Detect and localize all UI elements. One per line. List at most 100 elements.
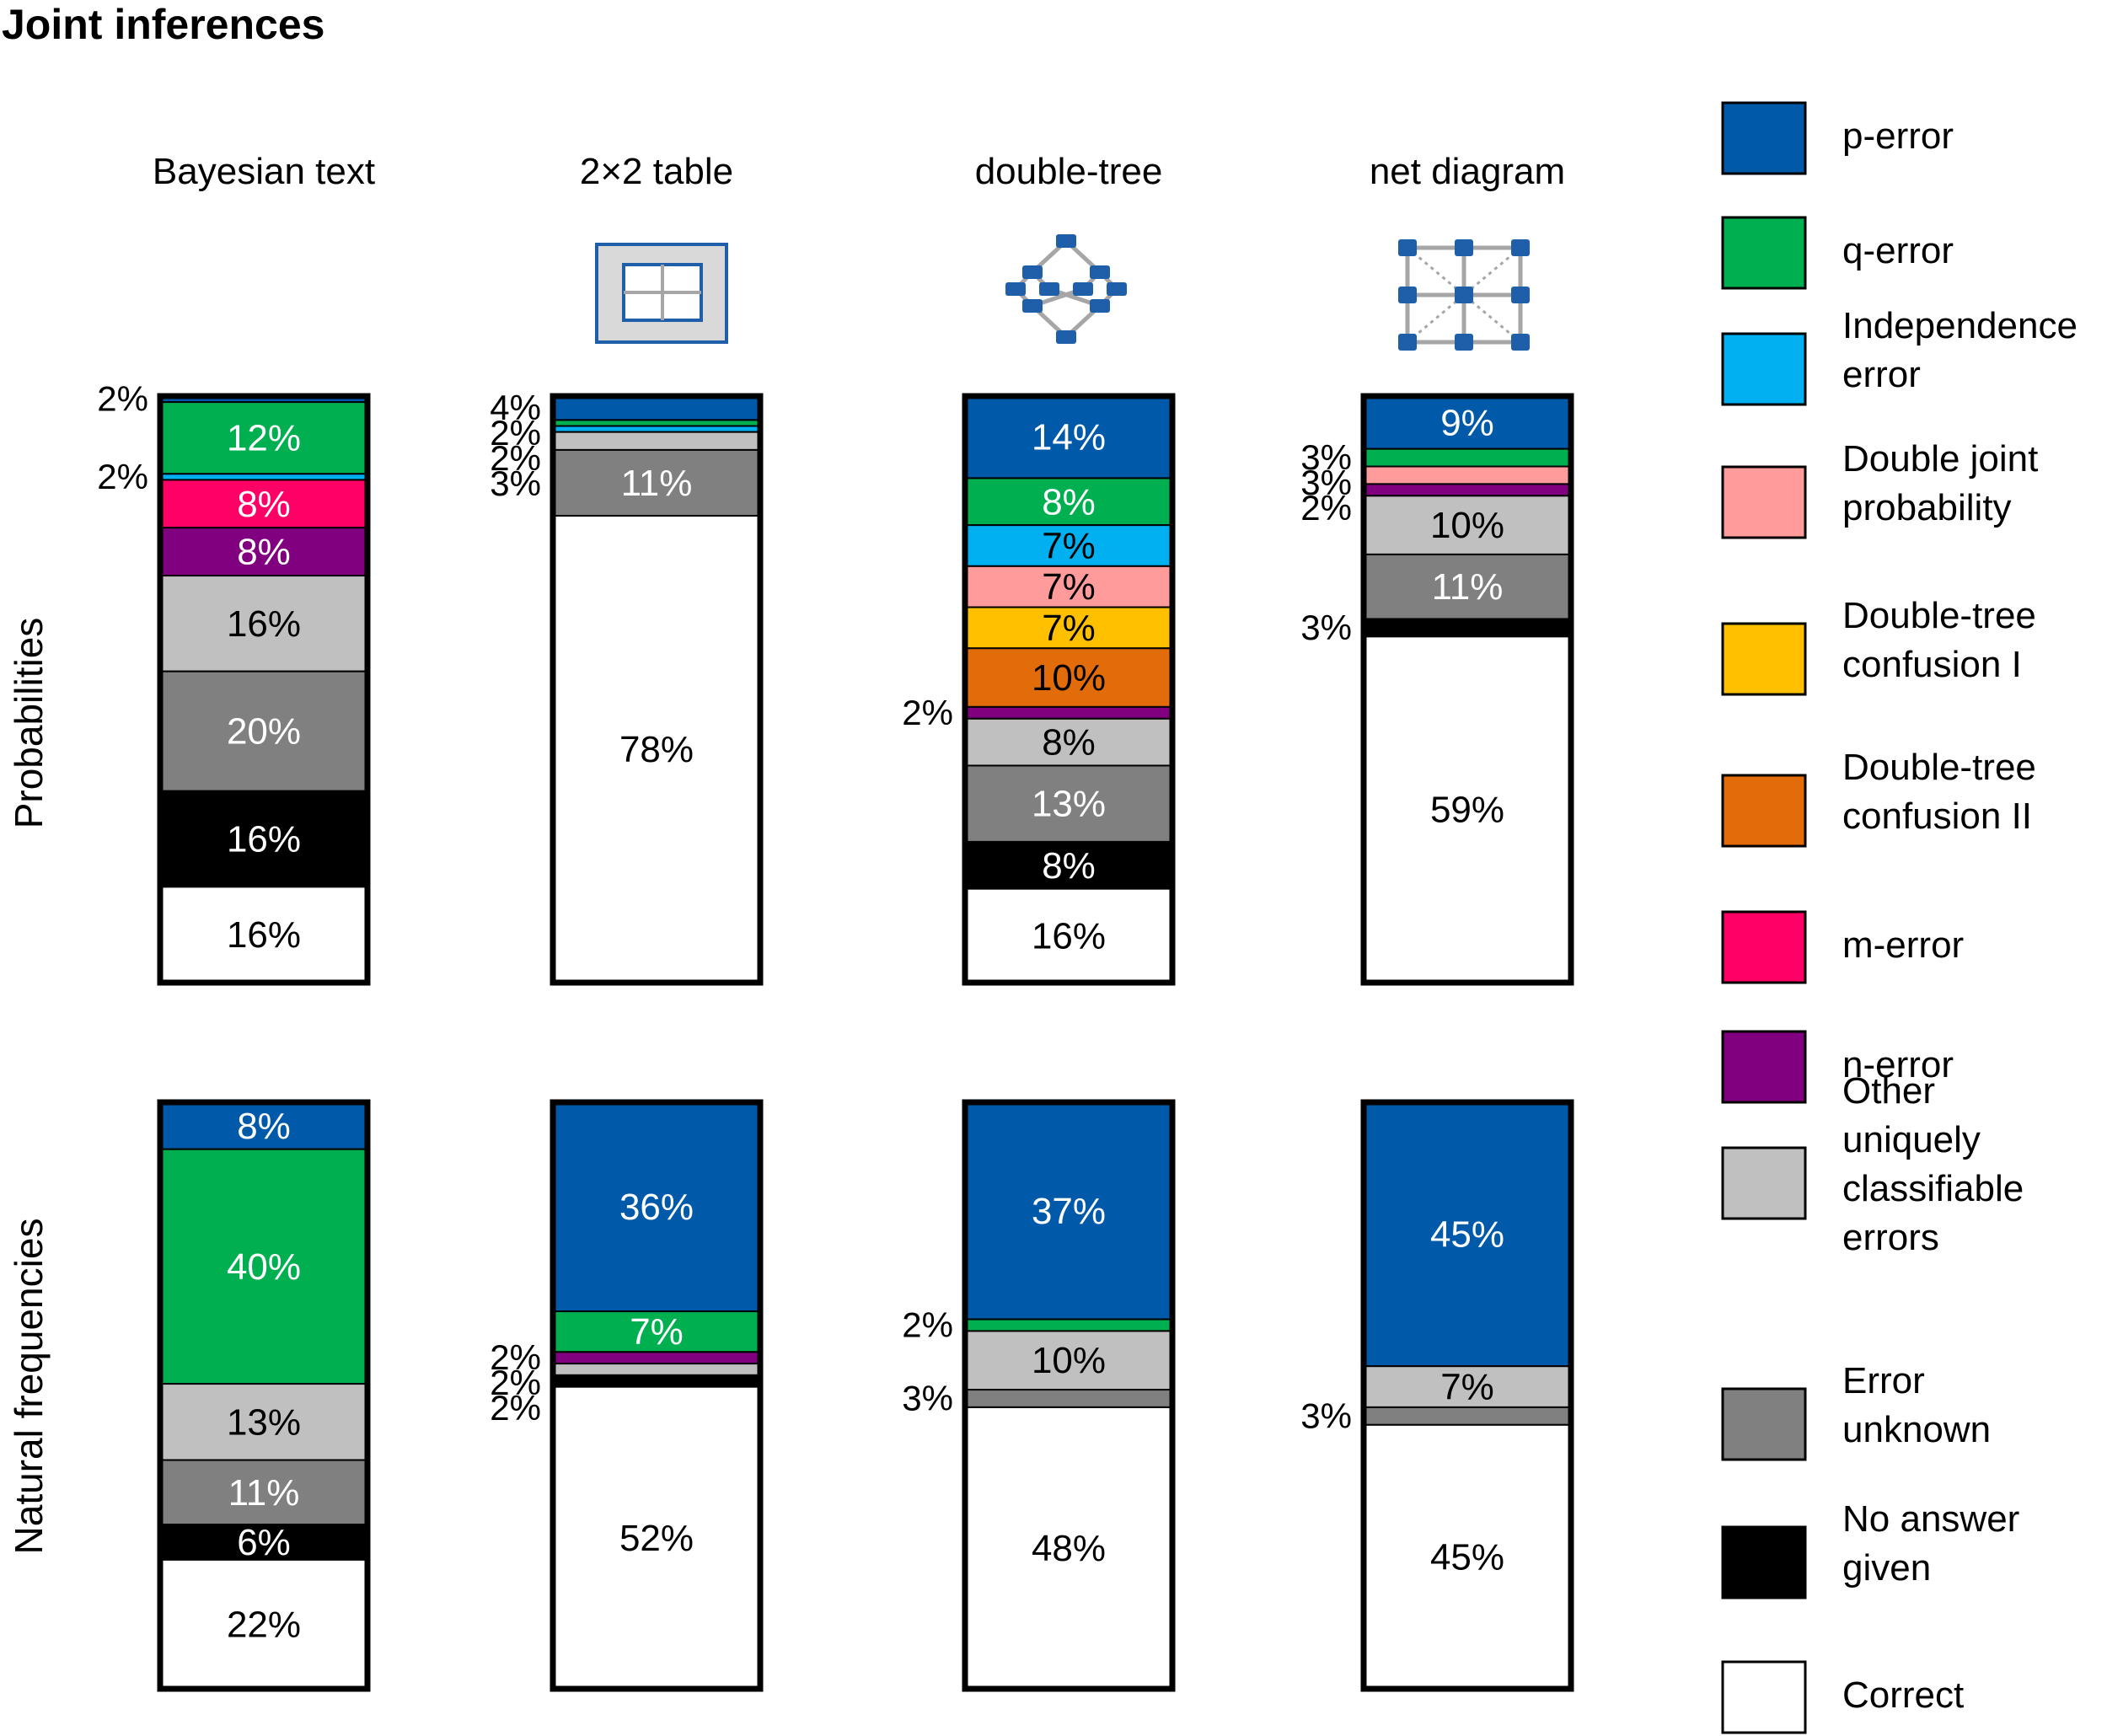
data-label: 45% — [1430, 1536, 1504, 1578]
data-label: 11% — [228, 1472, 300, 1514]
bar-segment-correct — [552, 1385, 761, 1690]
double-tree-icon — [1005, 234, 1127, 344]
data-label: 48% — [1032, 1528, 1106, 1569]
legend-swatch — [1721, 1030, 1807, 1104]
legend-item-m-error: m-error — [1721, 910, 1964, 984]
data-label-outside: 3% — [1300, 463, 1352, 502]
bar-segment-n-error — [1363, 483, 1572, 497]
column-labels: Bayesian text 2×2 table double-tree net dia… — [153, 151, 1565, 192]
legend-item-error-unknown: Error unknown — [1721, 1360, 1991, 1461]
bar-segment-error-unknown — [552, 448, 761, 517]
bar-segment-error-unknown — [1363, 1406, 1572, 1426]
data-label: 13% — [227, 1401, 301, 1443]
bar-segment-other-error — [552, 1363, 761, 1376]
data-label: 7% — [1042, 525, 1096, 566]
legend-item-correct: Correct — [1721, 1660, 1964, 1734]
data-label-outside: 2% — [490, 1388, 541, 1428]
column-label-double-tree: double-tree — [975, 151, 1163, 192]
data-label-outside: 2% — [97, 379, 148, 419]
bar-frame — [1360, 1099, 1574, 1692]
bar-frame — [962, 393, 1176, 986]
bar-segment-no-answer — [552, 1374, 761, 1388]
bar-segment-other-error — [552, 431, 761, 451]
data-label: 13% — [1032, 784, 1106, 825]
bar-segment-m-error — [159, 479, 368, 529]
bar-segment-independence-error — [552, 425, 761, 433]
data-label-outside: 2% — [490, 1363, 541, 1402]
legend-swatch — [1721, 216, 1807, 290]
bar-segment-n-error — [964, 705, 1173, 720]
bar-segment-p-error — [964, 395, 1173, 480]
bar-segment-q-error — [964, 1318, 1173, 1332]
data-label-outside: 3% — [1300, 608, 1352, 647]
legend-item-independence-error: Independence error — [1721, 305, 2078, 406]
data-label: 20% — [227, 711, 301, 753]
legend-label: Correct — [1842, 1674, 1964, 1716]
bar-segment-correct — [159, 886, 368, 983]
legend-swatch — [1721, 465, 1807, 539]
data-label: 7% — [630, 1311, 684, 1353]
column-label-net-diagram: net diagram — [1370, 151, 1565, 192]
data-label: 16% — [1032, 915, 1106, 956]
data-label-outside: 2% — [1300, 488, 1352, 528]
legend-label: Error unknown — [1842, 1360, 1991, 1450]
bar-natural-frequencies-2-2-table: 36%7%52%2%2%2% — [490, 1099, 764, 1692]
data-label: 45% — [1430, 1214, 1504, 1256]
data-label: 14% — [1032, 417, 1106, 458]
bar-segment-q-error — [159, 1148, 368, 1385]
data-label: 10% — [1430, 505, 1504, 546]
bar-natural-frequencies-net-diagram: 45% 7% 45% 3% — [1300, 1099, 1574, 1692]
data-label: 16% — [227, 819, 301, 860]
legend-swatch — [1721, 1525, 1807, 1599]
data-label: 36% — [619, 1187, 694, 1228]
bar-segment-q-error — [964, 477, 1173, 527]
legend-label: No answer given — [1842, 1498, 2019, 1589]
data-label: 8% — [1042, 845, 1096, 887]
legend-label: Independence error — [1842, 305, 2078, 395]
bar-segment-p-error — [552, 1101, 761, 1313]
data-label: 7% — [1042, 608, 1096, 649]
bar-frame — [550, 393, 764, 986]
bar-segment-double-joint — [1363, 465, 1572, 485]
bar-segment-n-error — [552, 1351, 761, 1365]
legend-item-double-joint: Double joint probability — [1721, 438, 2038, 539]
data-label: 8% — [1042, 722, 1096, 764]
bar-probabilities-double-tree: 14%8%7%7%7%10%8%13%8%16%2% — [902, 393, 1176, 986]
data-label: 8% — [237, 1106, 291, 1147]
legend-item-no-answer: No answer given — [1721, 1498, 2019, 1599]
legend-item-other-error: Other uniquely classifiable errors — [1721, 1070, 2024, 1258]
data-label: 11% — [1432, 566, 1504, 608]
bar-segment-error-unknown — [964, 1389, 1173, 1408]
data-label-outside: 3% — [1300, 437, 1352, 477]
bar-frame — [157, 393, 371, 986]
data-label: 10% — [1032, 657, 1106, 699]
bar-segment-independence-error — [159, 473, 368, 481]
legend-swatch — [1721, 332, 1807, 406]
data-label: 8% — [1042, 481, 1096, 522]
table-icon — [595, 243, 728, 344]
bar-segment-p-error — [552, 395, 761, 421]
data-label: 52% — [619, 1518, 694, 1559]
bar-segment-other-error — [159, 575, 368, 672]
data-label: 37% — [1032, 1191, 1106, 1232]
bar-segment-correct — [964, 887, 1173, 984]
bar-segment-other-error — [964, 1330, 1173, 1391]
bar-segment-double-joint — [964, 565, 1173, 608]
bar-probabilities-2-2-table: 11%78%4%2%2%3% — [490, 388, 764, 986]
bar-probabilities-net-diagram: 9%10%11%59%3%3%2%3% — [1300, 393, 1574, 986]
bar-segment-p-error — [159, 1101, 368, 1150]
column-label-2-2-table: 2×2 table — [580, 151, 733, 192]
data-label: 40% — [227, 1246, 301, 1288]
data-label: 78% — [619, 729, 694, 770]
bar-natural-frequencies-double-tree: 37% 10% 48% 2% 3% — [902, 1099, 1176, 1692]
data-label-outside: 3% — [902, 1378, 953, 1417]
bar-segment-correct — [964, 1406, 1173, 1690]
bar-segment-other-error — [1363, 1365, 1572, 1408]
data-label-outside: 2% — [490, 413, 541, 453]
legend-item-n-error: n-error — [1721, 1030, 1954, 1104]
bar-segment-error-unknown — [964, 764, 1173, 843]
data-label-outside: 3% — [490, 463, 541, 503]
data-label-outside: 3% — [1300, 1396, 1352, 1435]
bar-frame — [550, 1099, 764, 1692]
